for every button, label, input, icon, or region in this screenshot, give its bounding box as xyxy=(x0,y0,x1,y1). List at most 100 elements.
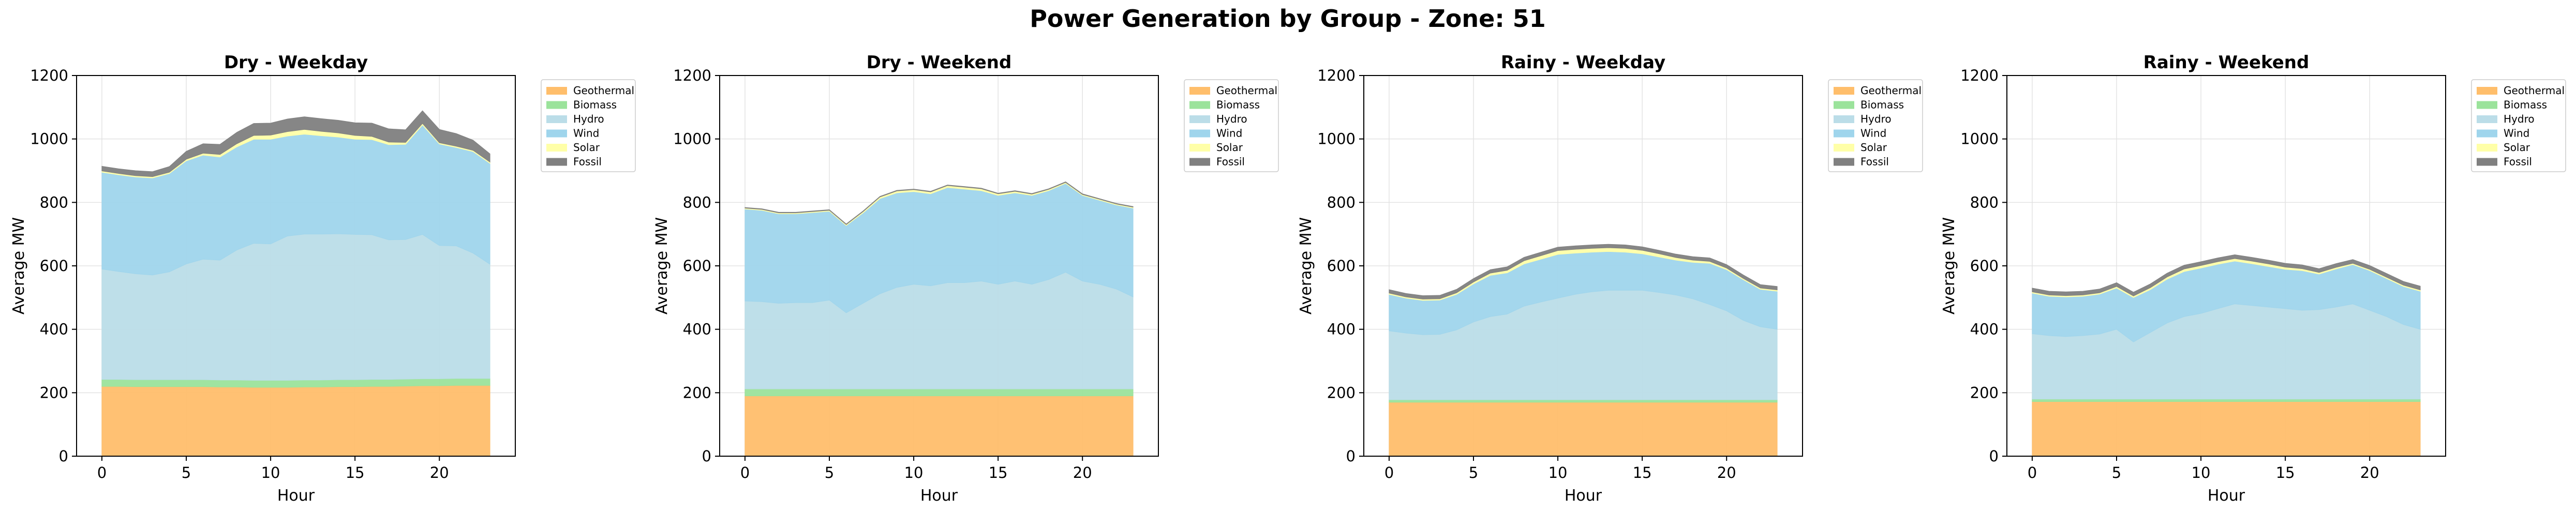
area-fossil xyxy=(2032,254,2421,296)
x-tick-label: 0 xyxy=(1384,464,1394,482)
x-tick-label: 20 xyxy=(1717,464,1736,482)
y-tick-label: 1200 xyxy=(30,67,68,84)
legend-swatch-wind xyxy=(2477,129,2497,138)
legend-label: Geothermal xyxy=(1216,84,1277,97)
legend-swatch-biomass xyxy=(1189,101,1210,109)
y-axis-label: Average MW xyxy=(10,217,28,314)
y-tick-label: 400 xyxy=(40,321,68,338)
legend-swatch-fossil xyxy=(2477,158,2497,166)
y-tick-label: 600 xyxy=(683,257,711,275)
x-tick-label: 20 xyxy=(2360,464,2379,482)
chart-panel: 0 200 400 600 800 1000 1200 0 5 10 15 20 Rainy - Wee… xyxy=(1297,52,1923,505)
y-tick-label: 800 xyxy=(1327,193,1356,211)
x-tick-label: 0 xyxy=(2028,464,2037,482)
y-tick-label: 600 xyxy=(1327,257,1356,275)
x-tick-label: 0 xyxy=(97,464,107,482)
legend-label: Hydro xyxy=(2504,113,2535,125)
x-axis-label: Hour xyxy=(2208,487,2245,505)
legend-swatch-fossil xyxy=(1189,158,1210,166)
y-tick-label: 1200 xyxy=(1960,67,1999,84)
y-tick-label: 1000 xyxy=(1317,130,1356,148)
area-biomass xyxy=(2032,399,2421,402)
y-tick-label: 800 xyxy=(1970,193,1999,211)
legend-label: Hydro xyxy=(573,113,604,125)
area-geothermal xyxy=(744,395,1134,457)
y-tick-label: 1000 xyxy=(30,130,68,148)
y-tick-label: 600 xyxy=(1970,257,1999,275)
legend-label: Fossil xyxy=(2504,156,2532,168)
y-tick-label: 0 xyxy=(1989,447,1999,465)
x-axis-label: Hour xyxy=(920,487,958,505)
x-tick-label: 20 xyxy=(1073,464,1092,482)
panel-title: Rainy - Weekend xyxy=(2143,52,2310,73)
area-biomass xyxy=(1389,399,1778,403)
y-tick-label: 1200 xyxy=(1317,67,1356,84)
x-tick-label: 5 xyxy=(825,464,834,482)
chart-panel: 0 200 400 600 800 1000 1200 0 5 10 15 20 Dry - Weekd… xyxy=(10,52,636,505)
legend-label: Biomass xyxy=(1860,99,1904,111)
legend-swatch-fossil xyxy=(546,158,567,166)
y-tick-label: 0 xyxy=(1346,447,1356,465)
y-tick-label: 200 xyxy=(683,384,711,401)
chart-panel: 0 200 400 600 800 1000 1200 0 5 10 15 20 Dry - Weeke… xyxy=(653,52,1279,505)
legend-label: Fossil xyxy=(1216,156,1245,168)
legend-swatch-geothermal xyxy=(1189,87,1210,95)
panel-title: Dry - Weekend xyxy=(867,52,1012,73)
y-axis-label: Average MW xyxy=(1940,217,1958,314)
panel-title: Rainy - Weekday xyxy=(1501,52,1665,73)
legend-swatch-solar xyxy=(1834,144,1854,152)
legend-swatch-solar xyxy=(1189,144,1210,152)
y-tick-label: 800 xyxy=(40,193,68,211)
y-tick-label: 0 xyxy=(59,447,68,465)
y-tick-label: 400 xyxy=(1327,321,1356,338)
legend-swatch-biomass xyxy=(2477,101,2497,109)
x-tick-label: 0 xyxy=(740,464,750,482)
legend-label: Solar xyxy=(1860,141,1887,154)
legend-label: Wind xyxy=(573,127,599,140)
x-tick-label: 5 xyxy=(1469,464,1478,482)
legend-label: Wind xyxy=(1860,127,1886,140)
legend-swatch-wind xyxy=(1189,129,1210,138)
legend-label: Solar xyxy=(573,141,600,154)
y-tick-label: 1200 xyxy=(673,67,711,84)
y-tick-label: 1000 xyxy=(673,130,711,148)
x-tick-label: 5 xyxy=(182,464,191,482)
legend-swatch-biomass xyxy=(546,101,567,109)
x-tick-label: 10 xyxy=(904,464,924,482)
area-biomass xyxy=(744,388,1134,396)
area-fossil xyxy=(744,181,1134,225)
chart-panel: 0 200 400 600 800 1000 1200 0 5 10 15 20 Rainy - Wee… xyxy=(1940,52,2566,505)
x-tick-label: 10 xyxy=(1548,464,1568,482)
area-geothermal xyxy=(1389,402,1778,457)
legend-swatch-geothermal xyxy=(1834,87,1854,95)
legend-swatch-wind xyxy=(546,129,567,138)
area-fossil xyxy=(101,110,490,177)
y-tick-label: 200 xyxy=(40,384,68,401)
area-geothermal xyxy=(2032,401,2421,457)
legend-swatch-wind xyxy=(1834,129,1854,138)
legend-label: Solar xyxy=(1216,141,1243,154)
y-tick-label: 0 xyxy=(702,447,711,465)
legend-swatch-hydro xyxy=(2477,115,2497,123)
x-tick-label: 15 xyxy=(346,464,365,482)
x-tick-label: 10 xyxy=(261,464,280,482)
y-tick-label: 600 xyxy=(40,257,68,275)
y-tick-label: 200 xyxy=(1327,384,1356,401)
area-fossil xyxy=(1389,244,1778,299)
x-tick-label: 10 xyxy=(2192,464,2211,482)
legend-swatch-solar xyxy=(546,144,567,152)
legend-swatch-biomass xyxy=(1834,101,1854,109)
legend-label: Biomass xyxy=(1216,99,1260,111)
legend-label: Solar xyxy=(2504,141,2530,154)
legend-label: Fossil xyxy=(1860,156,1889,168)
x-axis-label: Hour xyxy=(1565,487,1602,505)
legend-label: Hydro xyxy=(1860,113,1892,125)
x-axis-label: Hour xyxy=(277,487,315,505)
y-axis-label: Average MW xyxy=(653,217,671,314)
legend-label: Geothermal xyxy=(1860,84,1922,97)
figure-title: Power Generation by Group - Zone: 51 xyxy=(1030,5,1546,33)
x-tick-label: 5 xyxy=(2112,464,2121,482)
